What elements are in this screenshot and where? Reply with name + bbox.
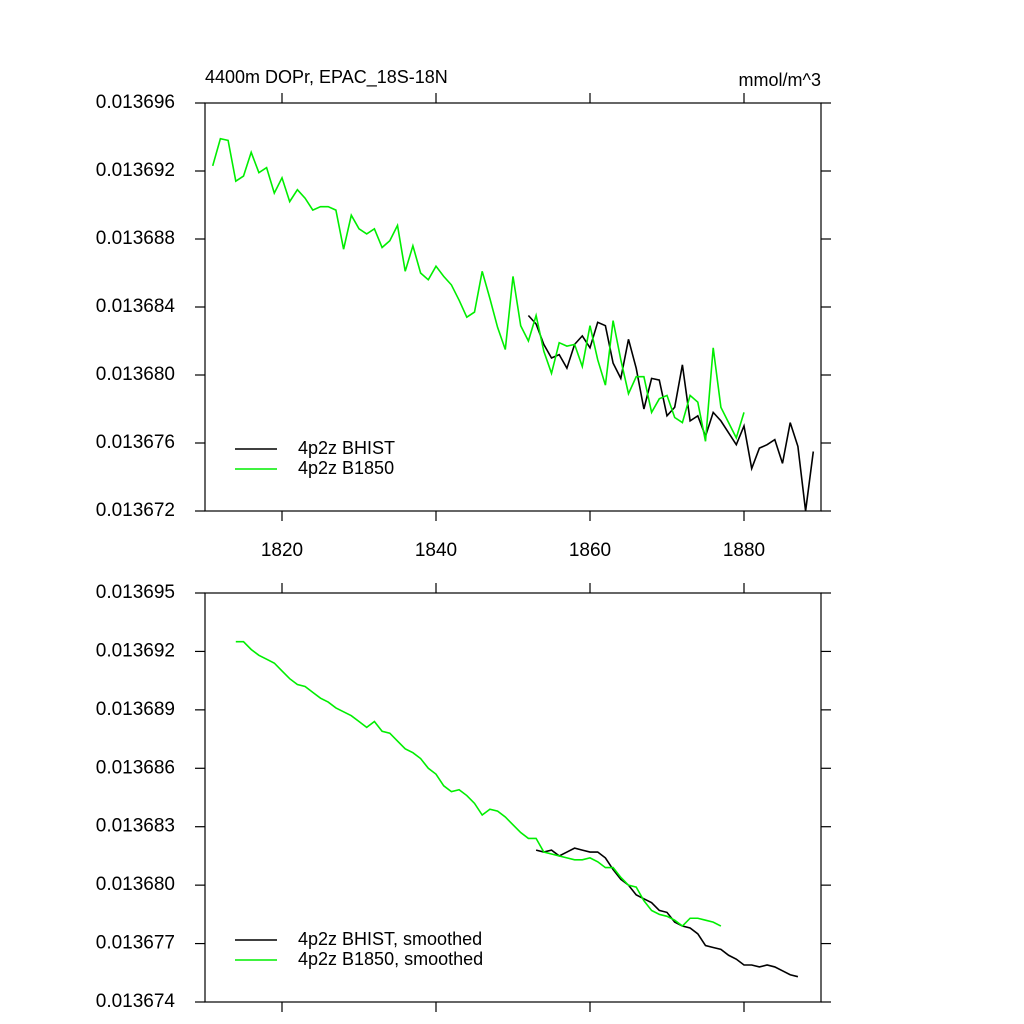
y-tick-label: 0.013674 bbox=[96, 991, 176, 1012]
legend-label: 4p2z BHIST, smoothed bbox=[298, 929, 482, 949]
y-tick-label: 0.013695 bbox=[96, 582, 175, 603]
x-tick-label: 1820 bbox=[261, 540, 303, 561]
data-line bbox=[235, 640, 722, 928]
legend-label: 4p2z B1850, smoothed bbox=[298, 949, 483, 969]
x-tick-label: 1840 bbox=[415, 540, 457, 561]
y-tick-label: 0.013680 bbox=[96, 874, 175, 895]
y-tick-label: 0.013684 bbox=[96, 296, 176, 317]
y-tick-label: 0.013696 bbox=[96, 92, 175, 113]
plot-frame bbox=[204, 592, 822, 1003]
y-tick-label: 0.013692 bbox=[96, 160, 175, 181]
y-tick-label: 0.013683 bbox=[96, 816, 175, 837]
legend-label: 4p2z B1850 bbox=[298, 458, 394, 478]
chart-title: 4400m DOPr, EPAC_18S-18N bbox=[205, 67, 448, 88]
y-tick-label: 0.013672 bbox=[96, 500, 175, 521]
y-tick-label: 0.013680 bbox=[96, 364, 175, 385]
x-tick-label: 1880 bbox=[723, 540, 765, 561]
y-tick-label: 0.013688 bbox=[96, 228, 175, 249]
y-tick-label: 0.013692 bbox=[96, 640, 175, 661]
data-line bbox=[527, 314, 815, 512]
units-label: mmol/m^3 bbox=[739, 70, 821, 90]
x-tick-label: 1860 bbox=[569, 540, 611, 561]
y-tick-label: 0.013686 bbox=[96, 757, 175, 778]
legend-label: 4p2z BHIST bbox=[298, 438, 395, 458]
data-line bbox=[535, 847, 799, 978]
y-tick-label: 0.013689 bbox=[96, 699, 175, 720]
y-tick-label: 0.013677 bbox=[96, 933, 175, 954]
y-tick-label: 0.013676 bbox=[96, 432, 175, 453]
data-line bbox=[211, 137, 745, 442]
